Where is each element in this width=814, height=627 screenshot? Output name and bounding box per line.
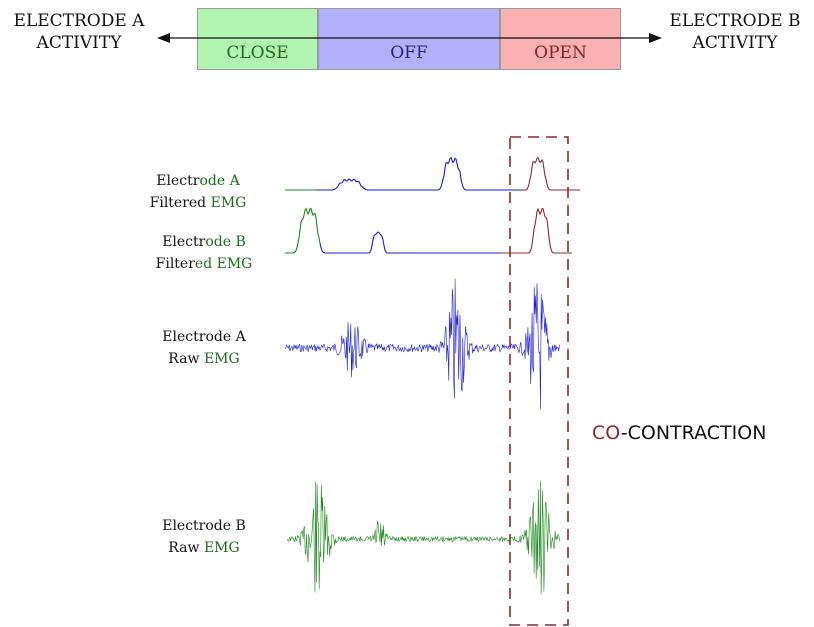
co-contraction-label-prefix: CO (592, 422, 621, 444)
trace-label-b-filtered: Electrode B Filtered EMG (134, 231, 274, 275)
trace-b-filtered-green (285, 207, 321, 254)
trace-label-a-raw: Electrode A Raw EMG (134, 326, 274, 370)
zone-close-label: CLOSE (226, 43, 289, 63)
co-contraction-box (509, 136, 569, 626)
arrowhead-right-icon (649, 33, 662, 43)
electrode-b-activity-line2: ACTIVITY (692, 33, 778, 53)
trace-label-a-filtered-l2a: Filtered (149, 195, 211, 211)
trace-label-a-raw-l1a: Electrode A (162, 329, 246, 345)
trace-label-b-filtered-l2b: ed EMG (194, 256, 253, 272)
trace-label-b-raw: Electrode B Raw EMG (134, 515, 274, 559)
trace-label-a-filtered-l2b: EMG (210, 195, 247, 211)
zone-open-label: OPEN (534, 43, 587, 63)
electrode-a-activity-line1: ELECTRODE A (13, 11, 145, 31)
trace-label-b-raw-l1a: Electrode B (162, 518, 246, 534)
trace-label-a-filtered-l1b: ode A (199, 173, 240, 189)
trace-label-a-raw-l2b: EMG (203, 351, 240, 367)
trace-label-b-raw-l2b: EMG (203, 540, 240, 556)
trace-b-filtered-blue (319, 231, 500, 254)
zone-open: OPEN (500, 8, 621, 70)
co-contraction-label: CO-CONTRACTION (592, 422, 766, 444)
electrode-b-activity-label: ELECTRODE B ACTIVITY (660, 10, 810, 54)
trace-label-a-filtered-l1a: Electr (156, 173, 200, 189)
trace-a-filtered-red (522, 156, 580, 191)
trace-label-b-filtered-l1a: Electr (162, 234, 206, 250)
trace-label-b-filtered-l2a: Filter (155, 256, 195, 272)
electrode-b-activity-line1: ELECTRODE B (669, 11, 801, 31)
trace-b-raw (286, 480, 561, 595)
trace-label-b-raw-l2a: Raw (168, 540, 204, 556)
trace-label-b-filtered-l1b: ode B (205, 234, 246, 250)
trace-label-a-filtered: Electrode A Filtered EMG (128, 170, 268, 214)
zone-off: OFF (318, 8, 500, 70)
arrowhead-left-icon (157, 33, 170, 43)
emg-traces (284, 156, 580, 595)
zone-off-label: OFF (390, 43, 428, 63)
electrode-a-activity-label: ELECTRODE A ACTIVITY (4, 10, 154, 54)
zone-close: CLOSE (197, 8, 318, 70)
trace-a-raw (284, 278, 560, 410)
activity-axis-arrow (157, 33, 662, 43)
co-contraction-label-suffix: -CONTRACTION (620, 422, 767, 444)
trace-label-a-raw-l2a: Raw (168, 351, 204, 367)
trace-b-filtered-red (500, 207, 572, 254)
trace-a-filtered-blue (316, 156, 522, 191)
electrode-a-activity-line2: ACTIVITY (36, 33, 122, 53)
